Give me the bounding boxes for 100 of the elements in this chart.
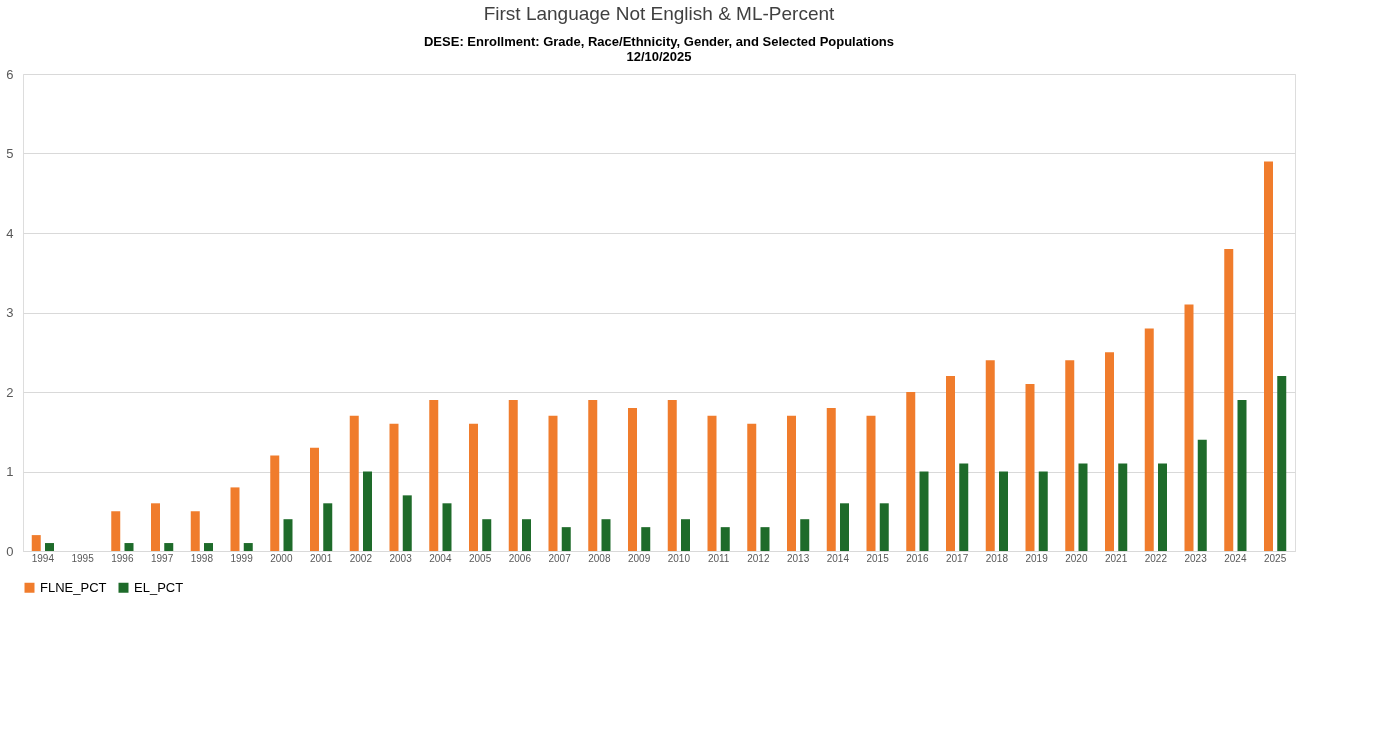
x-tick-label: 2021 bbox=[1105, 552, 1128, 564]
bar bbox=[1065, 360, 1075, 551]
legend-label: FLNE_PCT bbox=[40, 579, 107, 595]
bar bbox=[800, 519, 810, 551]
bar bbox=[508, 399, 518, 551]
y-tick-label: 3 bbox=[6, 305, 14, 320]
y-tick-label: 4 bbox=[6, 225, 14, 241]
x-tick-label: 2014 bbox=[826, 552, 850, 564]
bar bbox=[720, 527, 730, 551]
y-tick-label: 5 bbox=[6, 146, 14, 161]
bar bbox=[787, 415, 796, 551]
x-tick-label: 2010 bbox=[667, 552, 691, 564]
bar bbox=[866, 415, 876, 551]
x-tick-label: 2005 bbox=[469, 552, 492, 564]
bar bbox=[323, 503, 333, 551]
x-tick-label: 1999 bbox=[230, 552, 254, 564]
x-tick-label: 2025 bbox=[1264, 552, 1287, 564]
bar bbox=[482, 519, 492, 551]
bar bbox=[1184, 304, 1194, 551]
bar bbox=[1277, 376, 1287, 551]
bar bbox=[601, 519, 611, 551]
bar bbox=[588, 399, 598, 551]
bar bbox=[879, 503, 889, 551]
y-tick-label: 1 bbox=[6, 464, 14, 479]
x-tick-label: 2002 bbox=[349, 552, 373, 564]
bar bbox=[469, 423, 478, 551]
bar bbox=[1237, 399, 1247, 551]
bar bbox=[760, 527, 770, 551]
x-tick-label: 2017 bbox=[946, 552, 969, 564]
bar bbox=[1105, 352, 1114, 551]
bar bbox=[919, 471, 929, 551]
y-tick-label: 2 bbox=[6, 384, 14, 400]
bar bbox=[667, 399, 677, 551]
x-tick-label: 2018 bbox=[985, 552, 1009, 564]
x-tick-label: 2013 bbox=[787, 552, 810, 564]
x-tick-label: 1997 bbox=[151, 552, 174, 564]
bar bbox=[747, 423, 757, 551]
bar bbox=[707, 415, 717, 551]
x-tick-label: 2011 bbox=[707, 552, 730, 564]
bar bbox=[946, 376, 955, 551]
bar bbox=[230, 487, 240, 551]
y-tick-label: 0 bbox=[6, 543, 14, 559]
bar bbox=[906, 392, 916, 551]
x-tick-label: 2016 bbox=[906, 552, 929, 564]
bar bbox=[363, 471, 372, 551]
chart-title: First Language Not English & ML-Percent bbox=[483, 3, 836, 24]
x-tick-label: 2012 bbox=[747, 552, 770, 564]
bar bbox=[1078, 463, 1088, 551]
x-tick-label: 2019 bbox=[1025, 552, 1049, 564]
x-tick-label: 2001 bbox=[310, 552, 333, 564]
bar bbox=[1025, 384, 1035, 551]
bar bbox=[1264, 161, 1273, 551]
bar bbox=[628, 407, 637, 551]
x-tick-label: 2000 bbox=[270, 552, 293, 564]
bar bbox=[1197, 439, 1207, 551]
chart-subtitle: DESE: Enrollment: Grade, Race/Ethnicity, Gender, and Selected Populations 12/10/2025 bbox=[423, 34, 895, 64]
bar bbox=[985, 360, 995, 551]
bar bbox=[349, 415, 359, 551]
bar bbox=[111, 511, 121, 551]
bar bbox=[840, 503, 849, 551]
x-tick-label: 1998 bbox=[190, 552, 214, 564]
x-tick-label: 2004 bbox=[429, 552, 452, 564]
bar bbox=[429, 399, 439, 551]
bar bbox=[826, 407, 836, 551]
bar bbox=[31, 535, 41, 551]
x-tick-label: 2007 bbox=[548, 552, 572, 564]
legend-label: EL_PCT bbox=[134, 579, 184, 595]
x-tick-label: 1995 bbox=[71, 552, 95, 564]
bar bbox=[1118, 463, 1128, 551]
x-tick-label: 2006 bbox=[508, 552, 532, 564]
bar bbox=[641, 527, 651, 551]
x-tick-label: 2020 bbox=[1065, 552, 1088, 564]
x-tick-label: 2009 bbox=[628, 552, 651, 564]
x-tick-label: 1994 bbox=[31, 552, 55, 564]
bar bbox=[1038, 471, 1048, 551]
bar bbox=[310, 447, 319, 551]
x-tick-label: 1996 bbox=[111, 552, 134, 564]
x-tick-label: 2024 bbox=[1224, 552, 1247, 564]
bar bbox=[561, 527, 571, 551]
x-tick-label: 2003 bbox=[389, 552, 413, 564]
bar bbox=[1158, 463, 1167, 551]
bar bbox=[389, 423, 399, 551]
bar bbox=[243, 543, 253, 551]
bar bbox=[124, 543, 134, 551]
bar bbox=[548, 415, 558, 551]
bar bbox=[999, 471, 1008, 551]
bar bbox=[45, 543, 54, 551]
bar bbox=[204, 543, 213, 551]
bar bbox=[522, 519, 531, 551]
bar bbox=[402, 495, 412, 551]
x-tick-label: 2008 bbox=[588, 552, 611, 564]
y-tick-label: 6 bbox=[6, 66, 14, 82]
x-tick-label: 2015 bbox=[866, 552, 890, 564]
bar bbox=[1144, 328, 1154, 551]
bar bbox=[190, 511, 200, 551]
bar bbox=[1224, 248, 1234, 551]
x-tick-label: 2023 bbox=[1184, 552, 1208, 564]
bar bbox=[151, 503, 160, 551]
bar bbox=[959, 463, 969, 551]
bar bbox=[270, 455, 280, 551]
